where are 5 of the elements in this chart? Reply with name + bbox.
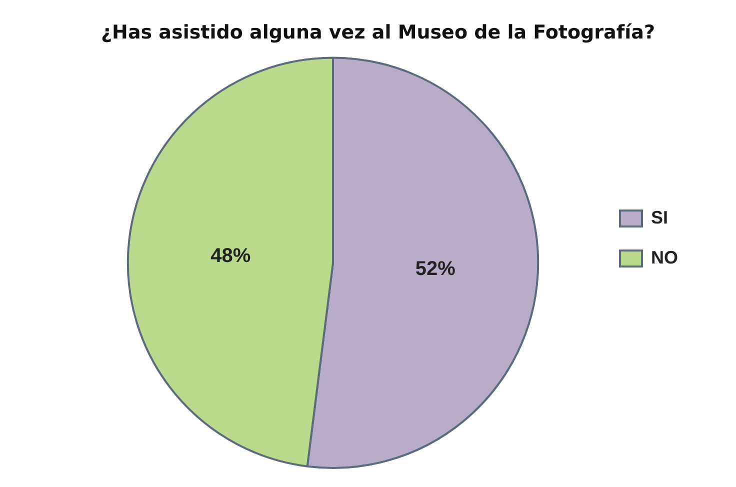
data-label: 48% bbox=[210, 244, 251, 267]
legend-label: NO bbox=[651, 247, 678, 268]
chart-title: ¿Has asistido alguna vez al Museo de la Fotografía? bbox=[101, 21, 655, 44]
data-label: 52% bbox=[415, 258, 456, 280]
legend-label: SI bbox=[651, 207, 668, 228]
